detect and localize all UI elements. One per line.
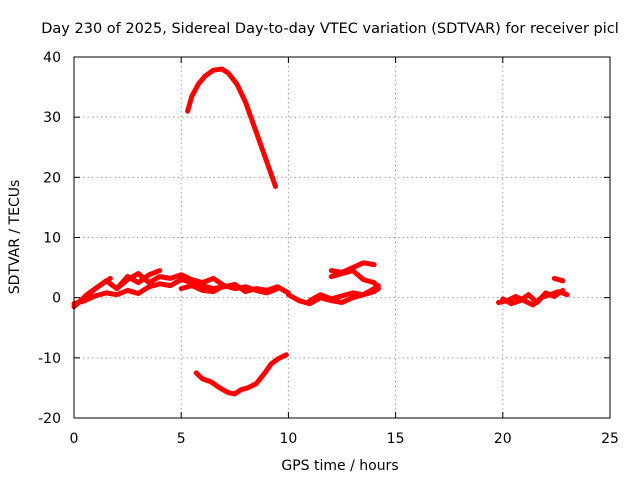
- y-tick-label: 20: [43, 170, 61, 186]
- series-band-8: [328, 260, 377, 275]
- y-axis-label: SDTVAR / TECUs: [7, 180, 23, 295]
- grid: [74, 57, 610, 418]
- series-band-11: [500, 287, 566, 307]
- series-band-9: [328, 268, 381, 292]
- y-tick-label: -10: [38, 351, 61, 367]
- x-tick-label: 25: [601, 431, 619, 447]
- x-tick-label: 10: [279, 431, 297, 447]
- x-tick-label: 15: [387, 431, 405, 447]
- series-layer: [71, 66, 570, 397]
- series-band-12: [551, 275, 566, 284]
- series-band-7: [307, 286, 381, 304]
- y-tick-label: 0: [52, 291, 61, 307]
- series-arc-high: [185, 66, 278, 189]
- y-tick-label: 10: [43, 231, 61, 247]
- y-tick-label: -20: [38, 411, 61, 427]
- axis-ticks: 0 5 10 15 20 25 -20 -10 0 10 20 30 40: [38, 50, 619, 447]
- y-tick-label: 40: [43, 50, 61, 66]
- y-tick-label: 30: [43, 110, 61, 126]
- x-tick-label: 5: [177, 431, 186, 447]
- x-axis-label: GPS time / hours: [281, 458, 398, 474]
- chart-title: Day 230 of 2025, Sidereal Day-to-day VTE…: [41, 21, 619, 37]
- x-tick-label: 20: [494, 431, 512, 447]
- series-band-4: [114, 268, 163, 292]
- series-arc-low: [193, 352, 289, 397]
- series-band-5: [178, 283, 281, 296]
- x-tick-label: 0: [70, 431, 79, 447]
- series-band-3: [71, 275, 113, 310]
